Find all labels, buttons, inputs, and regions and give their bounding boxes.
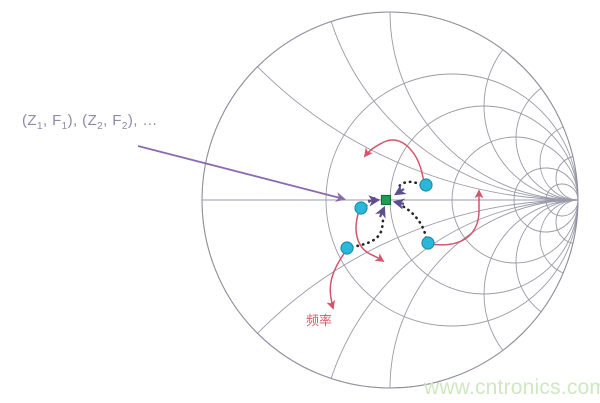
convergence-arrows [367,184,407,219]
annotation-pointer-arrow [137,145,346,202]
z2-subscript: 2 [97,121,104,132]
sweep-arrow-top [363,139,425,185]
impedance-pairs-label: (Z1, F1), (Z2, F2), … [22,112,158,132]
impedance-point-4 [421,236,435,250]
convergence-arrow-from-point-4 [392,198,406,210]
f1-symbol: F [52,112,62,129]
z2-symbol: Z [87,112,98,129]
sweep-arrow-bottom-left [326,251,346,310]
z1-symbol: Z [27,112,37,129]
convergence-arrow-from-point-3 [375,205,386,219]
sweep-arrow-center-down [355,210,385,262]
reactance-arcs-lower [202,199,578,388]
label-ellipsis: , … [133,112,158,129]
trajectory-from-point-3 [350,214,385,249]
reactance-arcs-upper [202,12,578,201]
trajectory-from-point-1 [396,180,423,190]
trajectory-paths [350,180,428,249]
impedance-points [340,178,435,255]
sweep-arrow-right [429,189,484,246]
frequency-sweep-arrows [326,139,484,310]
f1-subscript: 1 [61,121,68,132]
z1-subscript: 1 [36,121,43,132]
target-marker-square [380,194,392,206]
convergence-arrow-from-point-1 [394,184,407,196]
impedance-point-3 [340,241,354,255]
site-watermark: www.cntronics.com [424,376,600,399]
resistance-circles [202,12,578,388]
smith-grid [202,12,578,388]
impedance-point-1 [419,178,433,192]
frequency-label: 频率 [306,314,333,329]
smith-outer-circle [201,11,579,389]
f2-symbol: F [112,112,122,129]
convergence-arrow-from-point-2 [367,195,381,207]
f2-subscript: 2 [121,121,128,132]
trajectory-from-point-2 [364,196,380,208]
trajectory-from-point-4 [398,203,428,240]
impedance-point-2 [354,201,368,215]
